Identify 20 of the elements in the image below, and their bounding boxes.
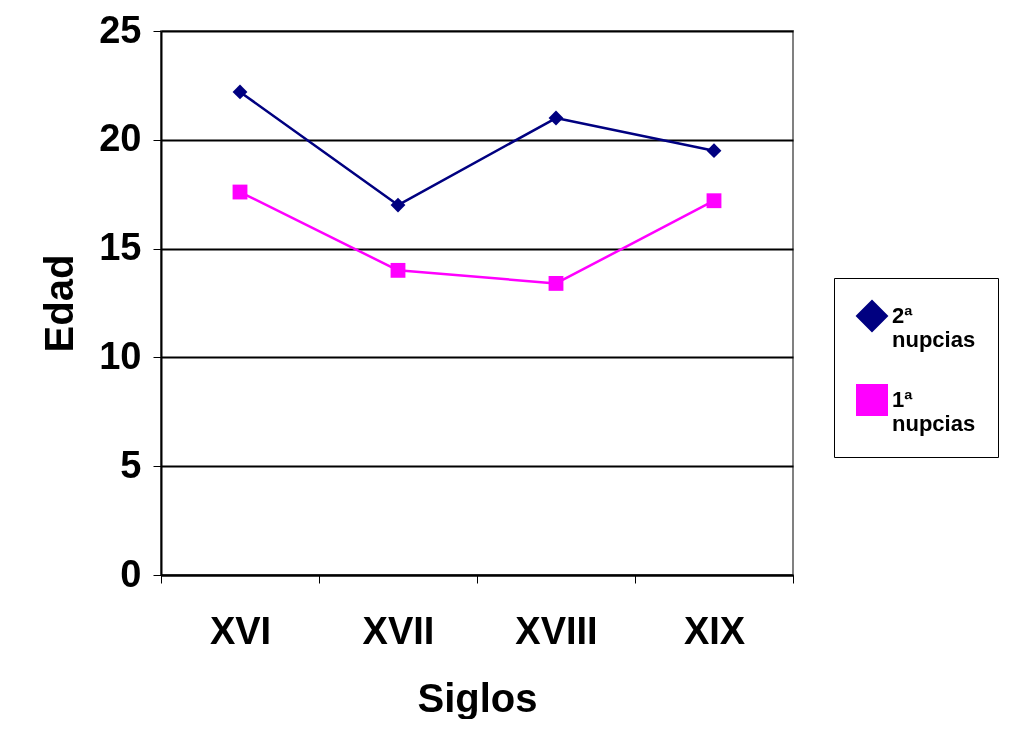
x-tick-label: XVII <box>362 609 435 652</box>
point <box>548 110 564 126</box>
y-axis-title: Edad <box>37 254 82 353</box>
point <box>548 276 564 291</box>
x-tick-label: XIX <box>683 609 746 652</box>
point <box>706 143 722 159</box>
point <box>390 262 406 278</box>
legend-label: 2ª nupcias <box>892 303 976 352</box>
point <box>706 193 722 209</box>
y-tick-label: 15 <box>99 226 142 269</box>
y-tick-label: 10 <box>99 334 142 377</box>
point <box>390 197 406 213</box>
y-tick-label: 5 <box>120 443 142 486</box>
x-tick-label: XVI <box>209 609 272 652</box>
legend-label: 1ª nupcias <box>892 387 976 436</box>
y-tick-label: 0 <box>120 552 142 595</box>
y-tick-label: 25 <box>99 8 142 51</box>
y-tick-label: 20 <box>99 117 142 160</box>
x-tick-label: XVIII <box>515 609 598 652</box>
point <box>232 84 248 100</box>
